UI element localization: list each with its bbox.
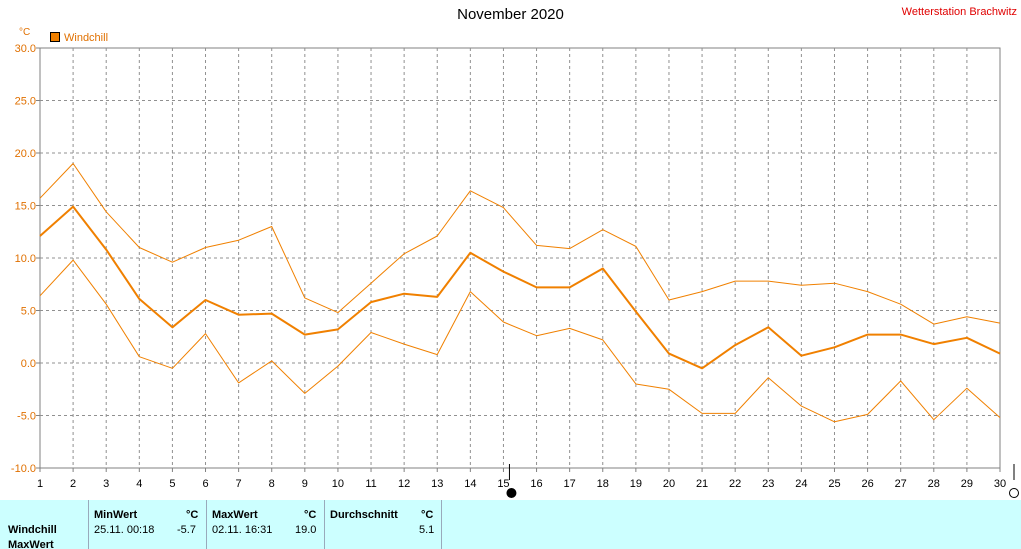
x-tick-label: 8 <box>269 478 275 490</box>
y-tick-label: 10.0 <box>15 253 36 265</box>
x-tick-label: 17 <box>564 478 576 490</box>
y-tick-label: 20.0 <box>15 148 36 160</box>
x-tick-label: 9 <box>302 478 308 490</box>
stats-row-label: MaxWert <box>8 539 54 549</box>
x-tick-label: 19 <box>630 478 642 490</box>
min-unit: °C <box>186 509 199 521</box>
x-tick-label: 21 <box>696 478 708 490</box>
x-tick-label: 23 <box>762 478 774 490</box>
stats-divider <box>206 500 207 549</box>
chart-title: November 2020 <box>457 6 564 23</box>
series-line <box>39 163 1001 325</box>
avg-value: 5.1 <box>419 524 435 536</box>
series-line <box>39 205 1001 370</box>
avg-header: Durchschnitt <box>330 509 398 521</box>
y-tick-label: 25.0 <box>15 96 36 108</box>
min-value: -5.7 <box>177 524 196 536</box>
x-tick-label: 13 <box>431 478 443 490</box>
max-unit: °C <box>304 509 317 521</box>
x-tick-label: 25 <box>828 478 840 490</box>
stats-divider <box>88 500 89 549</box>
avg-unit: °C <box>421 509 434 521</box>
y-tick-label: -5.0 <box>17 411 36 423</box>
x-tick-label: 6 <box>202 478 208 490</box>
legend: Windchill <box>50 32 108 44</box>
y-tick-label: 15.0 <box>15 201 36 213</box>
x-tick-label: 27 <box>895 478 907 490</box>
station-name: Wetterstation Brachwitz <box>901 6 1017 18</box>
x-tick-label: 11 <box>365 478 376 490</box>
min-time: 25.11. 00:18 <box>94 524 155 536</box>
stats-panel: Windchill MaxWert MinWert °C 25.11. 00:1… <box>0 500 1021 549</box>
full-moon-icon <box>1009 488 1019 498</box>
y-tick-label: 30.0 <box>15 43 36 55</box>
stats-divider <box>441 500 442 549</box>
stats-divider <box>324 500 325 549</box>
x-tick-label: 14 <box>464 478 476 490</box>
y-axis-unit: °C <box>19 27 31 38</box>
y-tick-label: 0.0 <box>21 358 36 370</box>
x-tick-label: 7 <box>236 478 242 490</box>
legend-swatch <box>50 32 60 42</box>
y-tick-label: 5.0 <box>21 306 36 318</box>
x-tick-label: 30 <box>994 478 1006 490</box>
x-tick-label: 15 <box>497 478 509 490</box>
max-value: 19.0 <box>295 524 317 536</box>
x-tick-label: 20 <box>663 478 675 490</box>
x-tick-label: 16 <box>530 478 542 490</box>
x-tick-label: 4 <box>136 478 142 490</box>
x-tick-label: 1 <box>37 478 43 490</box>
y-tick-label: -10.0 <box>11 463 36 475</box>
x-tick-label: 29 <box>961 478 973 490</box>
x-tick-label: 5 <box>169 478 175 490</box>
legend-label: Windchill <box>64 32 109 44</box>
x-tick-label: 18 <box>597 478 609 490</box>
x-tick-label: 24 <box>795 478 807 490</box>
x-tick-label: 10 <box>332 478 344 490</box>
x-tick-label: 22 <box>729 478 741 490</box>
x-tick-label: 2 <box>70 478 76 490</box>
x-tick-label: 3 <box>103 478 109 490</box>
new-moon-icon <box>506 488 517 498</box>
x-tick-label: 12 <box>398 478 410 490</box>
stats-row-label: Windchill <box>8 524 57 536</box>
series-line <box>39 259 1001 423</box>
max-header: MaxWert <box>212 509 258 521</box>
max-time: 02.11. 16:31 <box>212 524 273 536</box>
min-header: MinWert <box>94 509 138 521</box>
windchill-chart: 30.025.020.015.010.05.00.0-5.0-10.01 2 3 4 5… <box>11 43 1019 498</box>
x-tick-label: 26 <box>861 478 873 490</box>
x-tick-label: 28 <box>928 478 940 490</box>
